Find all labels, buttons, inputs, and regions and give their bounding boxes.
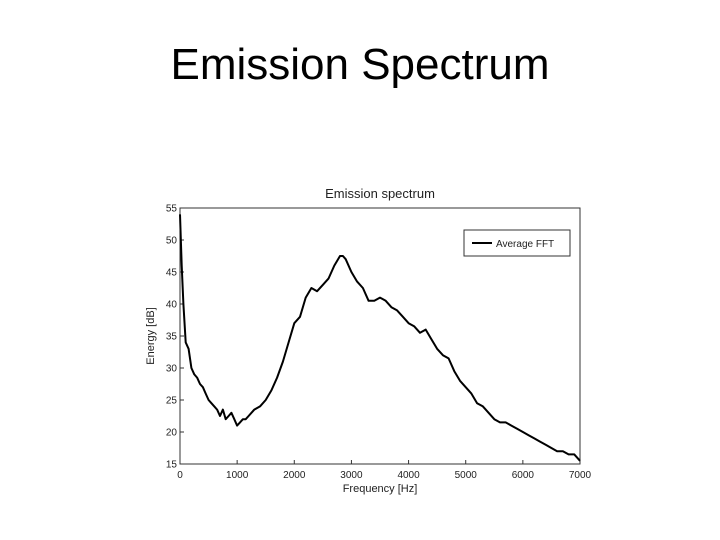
y-tick-label: 25: [166, 396, 178, 407]
y-axis-label: Energy [dB]: [145, 307, 157, 364]
y-tick-label: 15: [166, 460, 178, 471]
y-tick-label: 45: [166, 268, 178, 279]
y-tick-label: 40: [166, 300, 178, 311]
chart-title: Emission spectrum: [325, 186, 435, 201]
x-tick-label: 1000: [226, 470, 249, 481]
y-axis-ticks: 15 20 25 30 35 40 45 50 55: [166, 204, 184, 471]
x-tick-label: 5000: [455, 470, 478, 481]
x-tick-label: 4000: [397, 470, 420, 481]
x-tick-label: 0: [177, 470, 183, 481]
y-tick-label: 30: [166, 364, 178, 375]
x-axis-label: Frequency [Hz]: [343, 483, 418, 495]
x-tick-label: 6000: [512, 470, 535, 481]
x-tick-label: 3000: [340, 470, 363, 481]
x-tick-label: 7000: [569, 470, 592, 481]
legend: Average FFT: [463, 229, 571, 257]
emission-spectrum-chart: Emission spectrum 0 1000 2000 3000 4000 5000 6…: [145, 186, 592, 495]
y-tick-label: 50: [166, 236, 178, 247]
x-axis-ticks: 0 1000 2000 3000 4000 5000 6000 7000: [177, 460, 592, 481]
series-line-average-fft: [179, 214, 581, 462]
y-tick-label: 20: [166, 428, 178, 439]
y-tick-label: 55: [166, 204, 178, 215]
slide-title: Emission Spectrum: [170, 40, 550, 89]
x-tick-label: 2000: [283, 470, 306, 481]
y-tick-label: 35: [166, 332, 178, 343]
legend-label-average-fft: Average FFT: [496, 239, 554, 250]
